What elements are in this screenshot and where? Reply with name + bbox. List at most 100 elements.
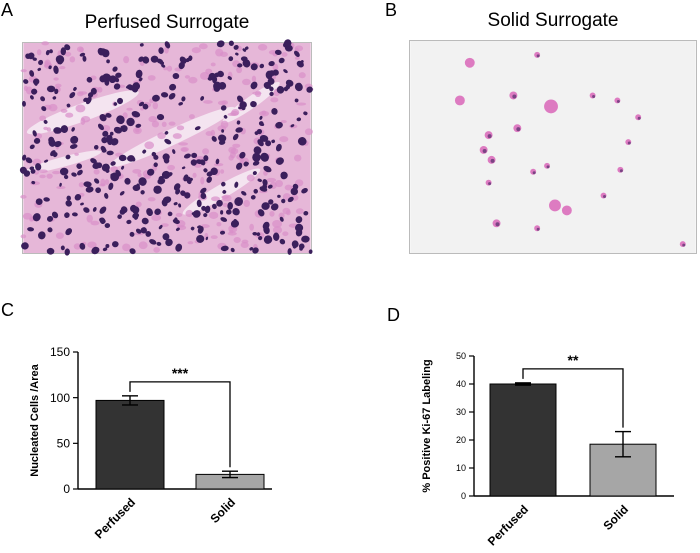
cytoplasm [73,243,82,250]
nucleus [66,103,71,108]
nucleus [90,158,97,164]
cytoplasm [53,77,59,81]
cytoplasm [240,242,249,249]
nucleus [27,227,35,232]
nucleus [124,177,131,185]
nucleus [262,221,270,230]
nucleus [83,181,92,188]
cytoplasm [203,100,213,104]
nucleus [157,178,166,185]
nucleus [110,173,115,178]
nucleus [214,72,221,78]
nucleus [267,77,275,85]
nucleus [280,171,288,180]
cytoplasm [175,212,183,217]
nucleus [181,166,186,170]
nucleus [301,235,310,243]
nucleus [275,157,284,165]
cytoplasm [135,201,142,208]
cytoplasm [205,131,213,136]
nucleus [132,206,140,214]
cytoplasm [259,110,270,117]
nucleus [156,241,162,246]
cytoplasm [38,169,48,173]
nucleus [53,127,62,134]
cytoplasm [272,226,283,234]
cytoplasm [279,136,289,143]
cytoplasm [200,176,205,185]
cytoplasm [163,66,168,71]
nucleus [43,197,50,202]
y-tick-label: 30 [456,407,466,417]
nucleus [138,177,147,186]
nucleus [308,249,313,254]
nucleus [120,125,128,133]
significance-bracket [129,381,231,468]
stroma-gap [24,150,102,174]
nucleus [77,169,83,176]
nucleus [93,144,99,150]
nucleus [106,150,114,156]
nucleus [200,159,206,166]
sparse-nucleus [495,222,500,227]
panel-letter-a: A [1,0,14,20]
nucleus [236,162,243,170]
cytoplasm [220,120,229,129]
nucleus [212,203,217,210]
y-tick-label: 0 [461,491,466,501]
nucleus [165,238,173,247]
nucleus [300,60,304,64]
nucleus [71,172,77,177]
nucleus [190,159,197,166]
sparse-nucleus [490,158,495,163]
nucleus [29,95,34,100]
nucleus [188,177,193,182]
nucleus [203,155,209,162]
nucleus [85,96,92,105]
cytoplasm [282,231,289,237]
nucleus [291,240,299,248]
nucleus [147,168,155,176]
sparse-nucleus [637,116,641,120]
cytoplasm [284,184,293,191]
nucleus [85,186,94,193]
sparse-nucleus [627,141,631,145]
nucleus [79,52,86,57]
chart-d-ki67-labeling: 0 10 20 30 40 50 % Positive Ki-67 Labeling Perf… [421,351,674,548]
nucleus [23,170,31,177]
cytoplasm [200,71,210,80]
sparse-nucleus [682,243,686,247]
nucleus [102,130,109,137]
nucleus [164,41,171,49]
nucleus [40,96,46,102]
nucleus [167,172,173,177]
nucleus [178,203,182,208]
sparse-nucleus [532,171,536,175]
cytoplasm [213,162,224,167]
nucleus [22,100,26,107]
cytoplasm [243,199,250,208]
cytoplasm [64,51,72,57]
nucleus [237,63,243,68]
nucleus [63,174,69,180]
cytoplasm [168,121,176,126]
nucleus [275,143,282,152]
nucleus [27,52,35,60]
cytoplasm [151,214,162,221]
nucleus [216,40,225,48]
cytoplasm [215,48,224,57]
cytoplasm [257,44,268,51]
cytoplasm [100,178,106,187]
nucleus [294,98,299,103]
cytoplasm [167,164,175,171]
nucleus [65,154,71,160]
nucleus [306,86,313,93]
nucleus [252,160,260,166]
nucleus [211,136,217,142]
nucleus [175,243,183,252]
nucleus [220,245,229,252]
nucleus [183,174,189,182]
nucleus [140,227,147,234]
nucleus [219,230,226,235]
nucleus [236,95,244,103]
